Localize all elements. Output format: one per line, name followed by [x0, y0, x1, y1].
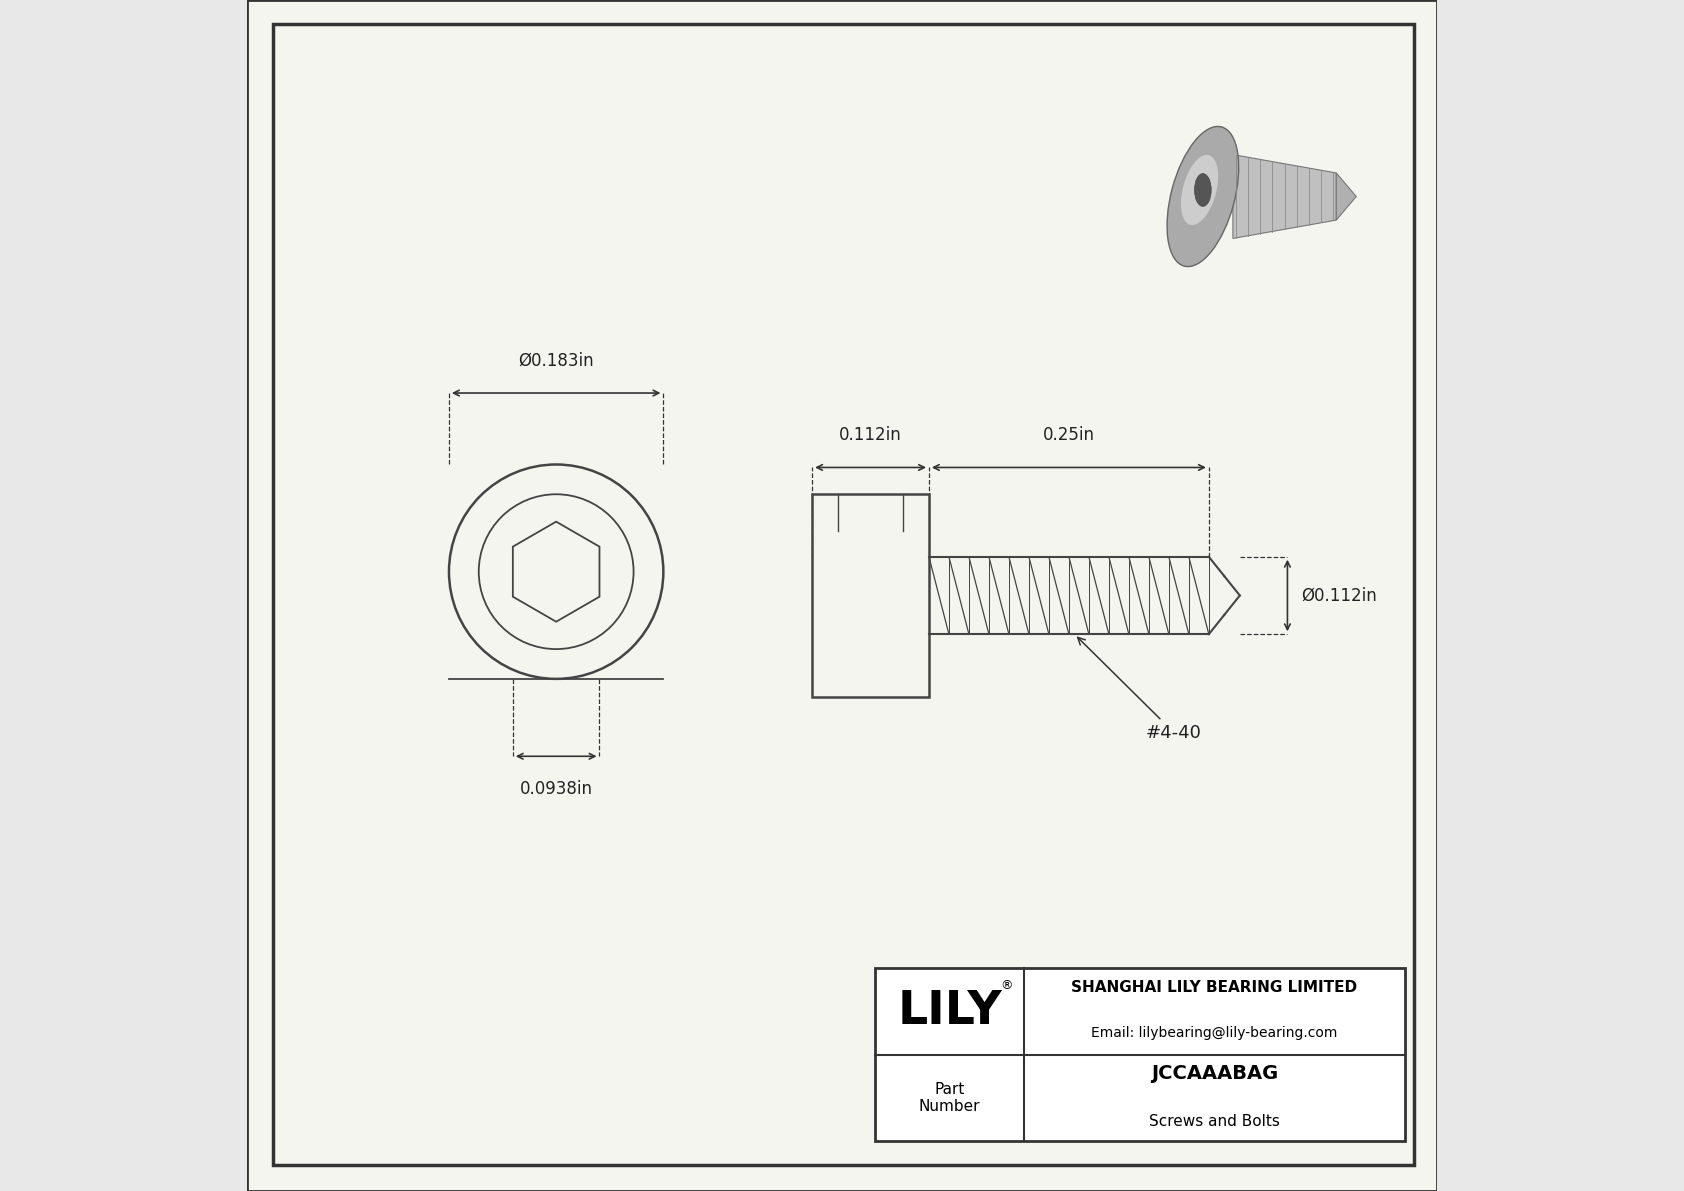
Text: Screws and Bolts: Screws and Bolts [1148, 1114, 1280, 1129]
Text: ®: ® [1000, 979, 1014, 992]
Text: Email: lilybearing@lily-bearing.com: Email: lilybearing@lily-bearing.com [1091, 1025, 1337, 1040]
Text: SHANGHAI LILY BEARING LIMITED: SHANGHAI LILY BEARING LIMITED [1071, 980, 1357, 996]
Text: Part
Number: Part Number [919, 1081, 980, 1114]
Text: Ø0.112in: Ø0.112in [1302, 586, 1378, 605]
Polygon shape [1337, 173, 1356, 220]
Text: 0.25in: 0.25in [1042, 425, 1095, 444]
Ellipse shape [1180, 155, 1218, 225]
Text: 0.0938in: 0.0938in [520, 780, 593, 798]
Text: JCCAAABAG: JCCAAABAG [1150, 1065, 1278, 1084]
Text: 0.112in: 0.112in [839, 425, 903, 444]
Bar [876, 968, 1406, 1141]
Polygon shape [1233, 155, 1337, 238]
Text: LILY: LILY [898, 989, 1002, 1034]
Text: Ø0.183in: Ø0.183in [519, 351, 594, 369]
Bar [812, 494, 930, 697]
Ellipse shape [1194, 174, 1211, 206]
Text: #4-40: #4-40 [1078, 637, 1202, 742]
Ellipse shape [1167, 126, 1239, 267]
